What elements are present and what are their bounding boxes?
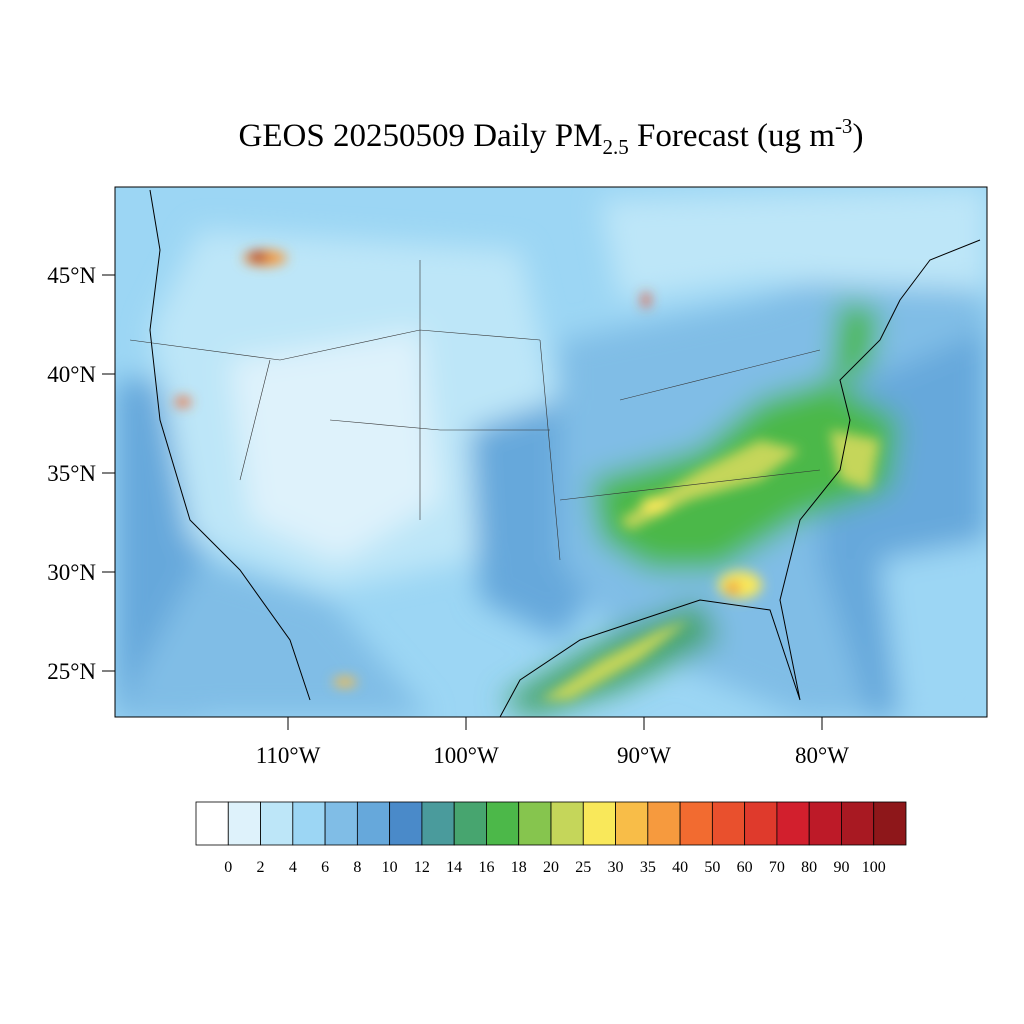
lon-tick-label: 110°W (256, 743, 321, 768)
colorbar-label: 40 (672, 859, 688, 876)
title-middle: Forecast (ug m (629, 118, 836, 154)
axes: 45°N 40°N 35°N 30°N 25°N 110°W 100°W 90°W 80°W (47, 263, 849, 768)
colorbar-box (776, 801, 810, 846)
lat-tick-label: 45°N (47, 263, 96, 288)
colorbar-box (453, 801, 487, 846)
title-main: GEOS 20250509 Daily PM (239, 118, 603, 154)
colorbar-label: 50 (704, 859, 720, 876)
colorbar-box (356, 801, 391, 846)
colorbar-label: 8 (353, 859, 361, 876)
colorbar-label: 0 (224, 859, 232, 876)
colorbar-box (292, 801, 326, 846)
colorbar-box (421, 801, 455, 846)
map-title: GEOS 20250509 Daily PM2.5 Forecast (ug m… (239, 114, 864, 159)
colorbar-box (389, 801, 423, 846)
lat-tick-label: 25°N (47, 659, 96, 684)
colorbar-box (260, 801, 294, 846)
colorbar-label: 25 (575, 859, 591, 876)
colorbar-label: 14 (446, 859, 462, 876)
colorbar-box (679, 801, 713, 846)
colorbar-label: 6 (321, 859, 329, 876)
colorbar-label: 12 (414, 859, 430, 876)
colorbar-box (615, 801, 649, 846)
colorbar-label: 10 (382, 859, 398, 876)
colorbar-label: 4 (289, 859, 297, 876)
colorbar-box (324, 801, 358, 846)
colorbar-label: 18 (511, 859, 527, 876)
colorbar-box (518, 801, 552, 846)
colorbar-label: 60 (737, 859, 753, 876)
title-end: ) (852, 118, 863, 154)
colorbar-box (808, 801, 842, 846)
colorbar-label: 90 (833, 859, 849, 876)
colorbar-label: 100 (862, 859, 886, 876)
lon-tick-label: 80°W (795, 743, 849, 768)
lon-tick-label: 100°W (433, 743, 499, 768)
colorbar: 0 2 4 6 8 10 12 14 16 18 20 25 30 35 40 50 60 70 80 90 100 (195, 801, 907, 876)
title-superscript: -3 (835, 114, 853, 138)
colorbar-box (486, 801, 520, 846)
colorbar-box (744, 801, 778, 846)
colorbar-box (711, 801, 746, 846)
colorbar-box (227, 801, 261, 846)
colorbar-box (550, 801, 584, 846)
colorbar-label: 30 (608, 859, 624, 876)
colorbar-box (841, 801, 875, 846)
title-subscript: 2.5 (602, 135, 628, 159)
coastline (149, 189, 981, 717)
colorbar-label: 70 (769, 859, 785, 876)
pm25-field (115, 187, 987, 717)
colorbar-box (647, 801, 681, 846)
colorbar-box (873, 801, 907, 846)
colorbar-label: 16 (478, 859, 494, 876)
lon-tick-label: 90°W (617, 743, 671, 768)
colorbar-label: 35 (640, 859, 656, 876)
lat-tick-label: 35°N (47, 461, 96, 486)
colorbar-box (582, 801, 616, 846)
colorbar-label: 80 (801, 859, 817, 876)
colorbar-label: 20 (543, 859, 559, 876)
lat-tick-label: 30°N (47, 560, 96, 585)
state-lines (129, 260, 821, 561)
lat-tick-label: 40°N (47, 362, 96, 387)
map-frame (114, 186, 988, 718)
colorbar-box (195, 801, 229, 846)
colorbar-label: 2 (257, 859, 265, 876)
